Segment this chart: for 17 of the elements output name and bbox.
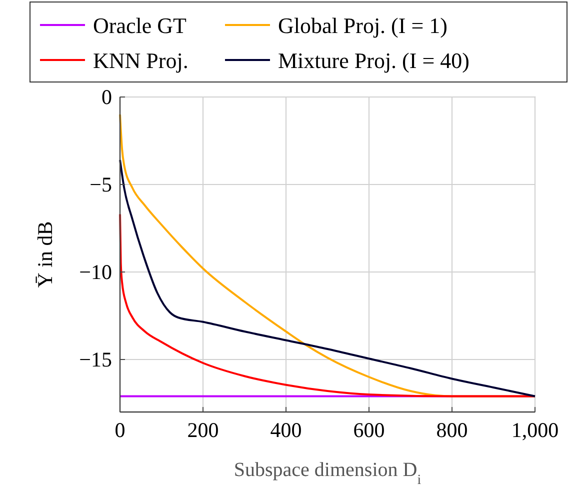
line-series (119, 213, 536, 398)
x-axis-title: Subspace dimension D$_{i}$ (234, 459, 422, 488)
line-series (119, 159, 536, 398)
legend-label: Global Proj. (I = 1) (278, 13, 448, 38)
y-tick-label: −15 (79, 348, 112, 372)
legend-label: Oracle GT (93, 13, 188, 38)
x-tick-label: 800 (436, 418, 468, 442)
legend-label: KNN Proj. (93, 48, 188, 73)
y-tick-label: 0 (102, 85, 112, 109)
legend-label: Mixture Proj. (I = 40) (278, 48, 470, 73)
x-tick-label: 400 (270, 418, 302, 442)
y-axis-title: Ῡ in dB (33, 221, 57, 288)
x-tick-label: 1,000 (511, 418, 559, 442)
y-tick-label: −5 (90, 172, 112, 196)
x-tick-label: 200 (187, 418, 219, 442)
y-tick-label: −10 (79, 260, 112, 284)
x-tick-label: 600 (353, 418, 385, 442)
